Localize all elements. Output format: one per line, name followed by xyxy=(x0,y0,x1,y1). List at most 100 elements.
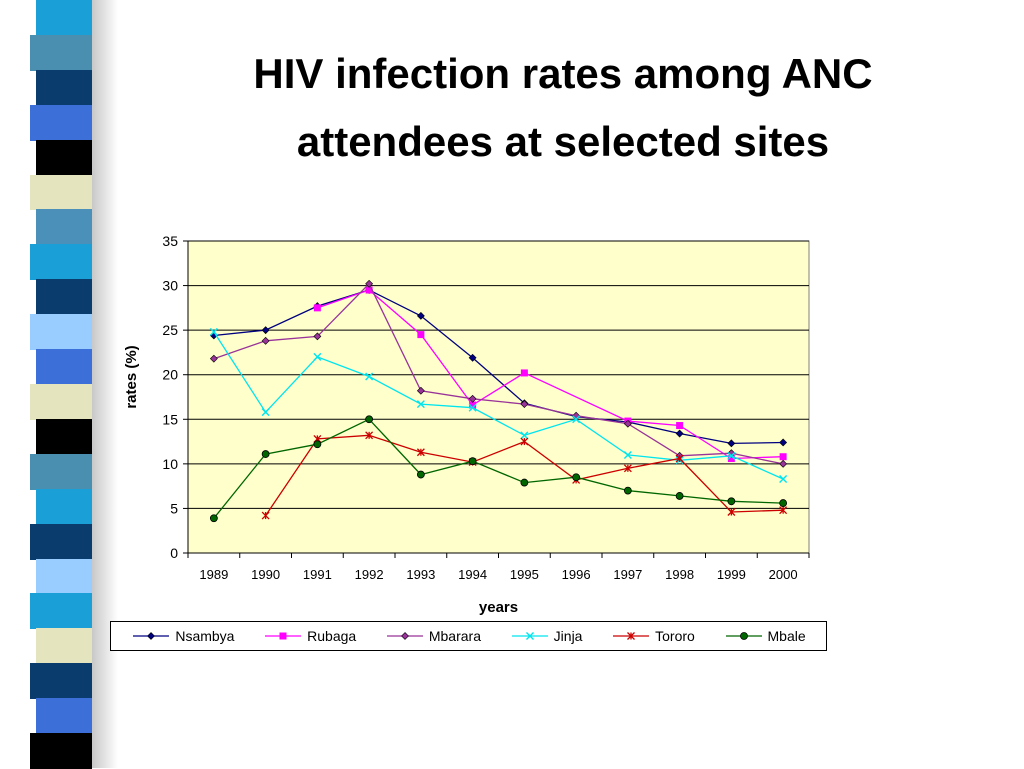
series-mbale xyxy=(209,415,788,523)
legend-label: Rubaga xyxy=(307,628,357,644)
legend-swatch xyxy=(511,632,548,640)
legend-swatch xyxy=(386,632,423,640)
x-tick-label: 1993 xyxy=(406,567,435,582)
legend-swatch xyxy=(133,632,170,640)
data-point xyxy=(468,403,477,412)
legend-item: Rubaga xyxy=(263,628,356,644)
data-point xyxy=(520,369,528,377)
x-tick-label: 1994 xyxy=(458,567,487,582)
data-point xyxy=(520,478,529,487)
data-point xyxy=(313,352,322,361)
stripe-band xyxy=(30,314,92,351)
stripe-band xyxy=(30,34,92,71)
gridlines xyxy=(188,240,809,509)
y-axis-ticks: 0 5 10 15 20 25 30 35 xyxy=(162,233,188,561)
chart-legend: Nsambya Rubaga Mbarara Jinja Tororo Mbale xyxy=(110,621,827,651)
data-point xyxy=(416,470,425,479)
y-tick-label: 35 xyxy=(162,233,178,249)
stripe-band xyxy=(36,488,92,525)
legend-marker xyxy=(525,632,534,640)
x-tick-label: 1990 xyxy=(251,567,280,582)
legend-label: Nsambya xyxy=(175,628,235,644)
legend-marker xyxy=(627,632,636,640)
data-point xyxy=(365,279,374,288)
legend-item: Tororo xyxy=(611,628,695,644)
data-point xyxy=(520,400,529,409)
y-tick-label: 30 xyxy=(162,278,178,294)
data-point xyxy=(468,457,477,466)
legend-swatch xyxy=(725,632,762,640)
stripe-band xyxy=(30,523,92,560)
data-point xyxy=(727,497,736,506)
legend-label: Jinja xyxy=(553,628,583,644)
y-tick-label: 25 xyxy=(162,322,178,338)
x-tick-label: 1996 xyxy=(562,567,591,582)
legend-swatch xyxy=(613,632,650,640)
stripe-band xyxy=(36,418,92,455)
data-point xyxy=(209,354,218,363)
data-point xyxy=(727,455,735,463)
stripe-band xyxy=(36,69,92,106)
data-point xyxy=(675,429,684,438)
stripe-band xyxy=(36,558,92,595)
x-tick-label: 1997 xyxy=(613,567,642,582)
data-point xyxy=(623,486,632,495)
series-line xyxy=(213,282,784,465)
data-point xyxy=(313,440,322,449)
stripe-band xyxy=(30,174,92,211)
legend-item: Jinja xyxy=(510,628,583,644)
data-point xyxy=(209,327,218,336)
data-point xyxy=(365,372,374,381)
series-line xyxy=(213,289,784,445)
data-point xyxy=(261,511,270,520)
x-axis-ticks: 1989 1990 1991 1992 1993 1994 1995 1996 1997 1998… xyxy=(187,553,810,582)
stripe-band xyxy=(30,244,92,281)
data-point xyxy=(209,514,218,523)
data-point xyxy=(365,286,373,294)
x-tick-label: 1991 xyxy=(303,567,332,582)
stripe-band xyxy=(30,453,92,490)
series-group xyxy=(209,279,788,523)
data-point xyxy=(779,438,788,447)
data-point xyxy=(727,439,736,448)
legend-label: Mbale xyxy=(767,628,806,644)
stripe-band xyxy=(36,209,92,246)
data-point xyxy=(676,422,684,430)
decorative-stripe xyxy=(0,0,118,769)
data-point xyxy=(365,415,374,424)
stripe-band xyxy=(30,733,92,769)
x-tick-label: 1999 xyxy=(717,567,746,582)
data-point xyxy=(572,415,581,424)
stripe-band xyxy=(36,698,92,735)
stripe-band xyxy=(36,0,92,36)
data-point xyxy=(261,450,270,458)
data-point xyxy=(520,437,529,446)
legend-label: Tororo xyxy=(655,628,695,644)
y-tick-label: 0 xyxy=(170,545,178,561)
data-point xyxy=(365,431,374,440)
x-tick-label: 1998 xyxy=(665,567,694,582)
legend-item: Mbale xyxy=(724,628,806,644)
x-tick-label: 1989 xyxy=(199,567,228,582)
y-tick-label: 10 xyxy=(162,456,178,472)
data-point xyxy=(416,400,425,409)
data-point xyxy=(261,326,270,335)
series-line xyxy=(213,331,784,480)
legend-item: Nsambya xyxy=(131,628,234,644)
data-point xyxy=(417,331,425,339)
data-point xyxy=(469,401,477,409)
series-line xyxy=(213,418,784,519)
data-point xyxy=(313,332,322,341)
data-point xyxy=(623,464,632,473)
data-point xyxy=(520,431,529,440)
data-point xyxy=(468,353,477,362)
stripe-band xyxy=(30,104,92,141)
series-jinja xyxy=(209,327,788,484)
legend-item: Mbarara xyxy=(385,628,481,644)
data-point xyxy=(779,499,788,507)
stripe-band xyxy=(30,384,92,420)
x-tick-label: 1992 xyxy=(355,567,384,582)
data-point xyxy=(572,473,581,482)
data-point xyxy=(727,508,736,516)
